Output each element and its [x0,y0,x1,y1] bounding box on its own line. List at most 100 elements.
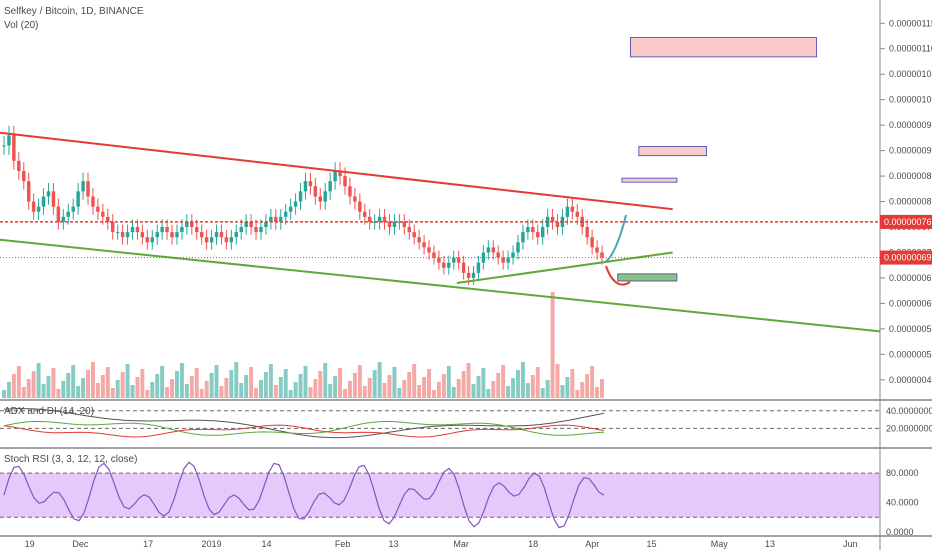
volume-bar [362,386,367,398]
candle-body [170,232,174,238]
volume-bar [95,383,100,398]
candle-body [412,232,416,238]
candle-body [244,221,248,228]
candle-body [224,237,229,243]
volume-bar [179,363,184,398]
candle-body [86,181,90,197]
x-tick-label: 2019 [202,539,222,549]
volume-bar [357,365,362,398]
candle-body [106,216,110,222]
candle-body [254,227,258,233]
indicator-panes: 40.00000000 20.00000000 80.0000 40.0000 0.00… [0,406,932,537]
y-tick-label: 0.00000055 [889,324,932,334]
x-tick-label: 13 [765,539,775,549]
y-tick-label: 0.00000115 [889,18,932,28]
candle-body [274,216,278,222]
candle-body [382,216,387,222]
candle-body [506,257,510,263]
volume-bar [11,374,16,398]
volume-bar [26,379,31,398]
candle-body [31,201,36,212]
trendlines [0,131,881,333]
volume-bar [600,379,604,398]
volume-bar [174,371,179,398]
volume-bar [535,367,540,398]
candle-body [432,252,436,258]
candle-body [397,221,402,223]
y-tick-label: 0.00000105 [889,69,932,79]
stoch-rsi-label: Stoch RSI (3, 3, 12, 12, close) [4,454,137,465]
volume-bar [407,372,412,398]
volume-bar [417,385,422,398]
candle-body [229,237,234,243]
volume-bar [81,378,86,398]
y-tick-label: 0.00000090 [889,146,932,156]
candle-body [353,196,357,202]
volume-bar [451,387,456,398]
candle-body [155,232,159,238]
volume-bar [333,376,338,398]
stoch-k-line [3,461,605,529]
candle-body [199,232,204,238]
volume-bar [263,372,268,398]
candle-body [565,206,570,217]
candle-body [417,237,421,243]
volume-bar [590,366,595,398]
volume-bar [570,369,575,398]
volume-bar [461,371,466,398]
time-axis: 19 Dec 17 2019 14 Feb 13 Mar 18 Apr 15 May 13 Jun [25,539,858,549]
volume-bar [422,377,427,398]
candle-body [447,262,451,268]
x-tick-label: 14 [262,539,272,549]
volume-bar [427,369,432,398]
volume-bar [219,386,224,398]
volume-bar [135,377,140,398]
candle-body [516,242,520,253]
volume-bar [501,365,506,398]
volume-bar [585,374,590,398]
volume-bar [189,376,194,398]
volume-bar [56,389,61,398]
volume-bar [160,366,165,398]
candle-body [313,186,318,197]
candle-body [115,232,120,234]
volume-bar [184,384,189,398]
price-marker-bg [880,214,932,229]
candle-body [101,211,105,217]
price-axis: 0.00000115 0.00000110 0.00000105 0.00000100… [879,0,932,550]
price-marker-label: 0.00000069 [884,253,932,263]
volume-bar [565,377,570,398]
volume-bar [90,362,95,398]
volume-bar [170,379,175,398]
volume-bar [31,371,36,398]
volume-bar [575,390,580,398]
candle-body [466,272,471,278]
candle-body [367,216,372,222]
volume-bar [471,384,476,398]
candle-body [501,257,505,263]
volume-bar [100,375,105,398]
stoch-tick-label: 40.0000 [886,498,919,508]
volume-bar [125,364,130,398]
di-plus-line [3,421,605,436]
candle-body [17,160,21,171]
candle-body [338,170,342,177]
candle-body [303,181,308,192]
volume-bar [224,378,229,398]
volume-bar [496,373,501,398]
volume-bar [21,387,26,398]
candle-body [595,247,599,253]
candle-body [298,191,303,202]
volume-bar [580,382,585,398]
volume-bar [254,388,259,398]
candle-body [214,232,219,238]
candle-body [91,196,95,207]
volume-bar [545,380,550,398]
volume-bar [259,380,263,398]
volume-bar [525,383,530,398]
volume-bar [209,373,214,398]
candle-body [575,211,580,217]
volume-bar [283,369,288,398]
candle-body [76,191,80,207]
bearish-projection [605,265,631,286]
